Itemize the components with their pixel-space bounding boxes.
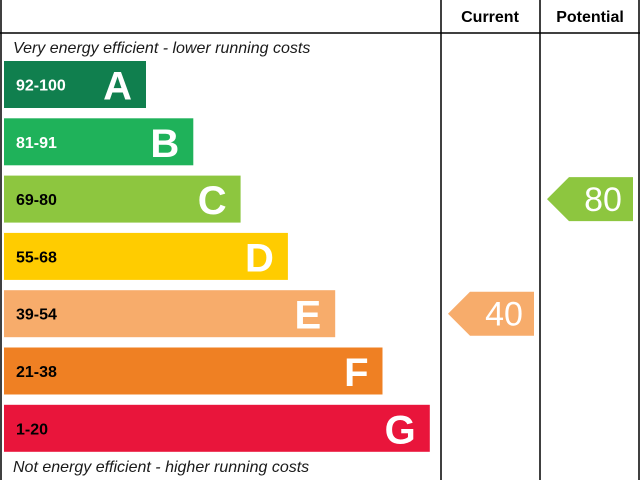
band-f-range: 21-38	[16, 364, 57, 381]
band-e: 39-54 E	[4, 290, 336, 338]
potential-column-header: Potential	[556, 9, 624, 26]
band-c-letter: C	[198, 179, 227, 223]
current-rating-value: 40	[485, 296, 523, 334]
potential-rating-value: 80	[584, 181, 622, 219]
band-d-range: 55-68	[16, 249, 57, 266]
band-d-bar	[4, 232, 288, 280]
band-g-letter: G	[385, 408, 416, 452]
band-e-range: 39-54	[16, 307, 57, 324]
band-a: 92-100 A	[4, 61, 146, 109]
rating-arrows: 40 80	[448, 177, 633, 336]
band-a-range: 92-100	[16, 78, 66, 95]
band-d-letter: D	[245, 236, 274, 280]
band-c: 69-80 C	[4, 175, 241, 223]
band-a-letter: A	[103, 65, 132, 109]
band-g: 1-20 G	[4, 404, 430, 452]
current-column-header: Current	[461, 9, 519, 26]
band-c-bar	[4, 175, 241, 223]
band-g-range: 1-20	[16, 421, 48, 438]
band-g-bar	[4, 404, 430, 452]
band-f: 21-38 F	[4, 347, 383, 395]
potential-rating-arrow: 80	[547, 177, 633, 222]
current-rating-arrow-shape	[448, 291, 534, 336]
band-b-range: 81-91	[16, 135, 57, 152]
band-c-range: 69-80	[16, 192, 57, 209]
band-f-letter: F	[344, 351, 368, 395]
band-b: 81-91 B	[4, 118, 194, 166]
potential-rating-arrow-shape	[547, 177, 633, 222]
rating-bands: 92-100 A 81-91 B 69-80 C 55-68 D 39-54 E 21-38 F 1-2…	[4, 61, 430, 452]
band-b-letter: B	[150, 122, 179, 166]
band-f-bar	[4, 347, 383, 395]
top-efficiency-note: Very energy efficient - lower running co…	[13, 40, 310, 57]
band-b-bar	[4, 118, 194, 166]
current-rating-arrow: 40	[448, 291, 534, 336]
band-e-bar	[4, 290, 336, 338]
band-a-bar	[4, 61, 146, 108]
band-e-letter: E	[295, 294, 322, 338]
band-d: 55-68 D	[4, 232, 288, 280]
bottom-efficiency-note: Not energy efficient - higher running co…	[13, 459, 309, 476]
